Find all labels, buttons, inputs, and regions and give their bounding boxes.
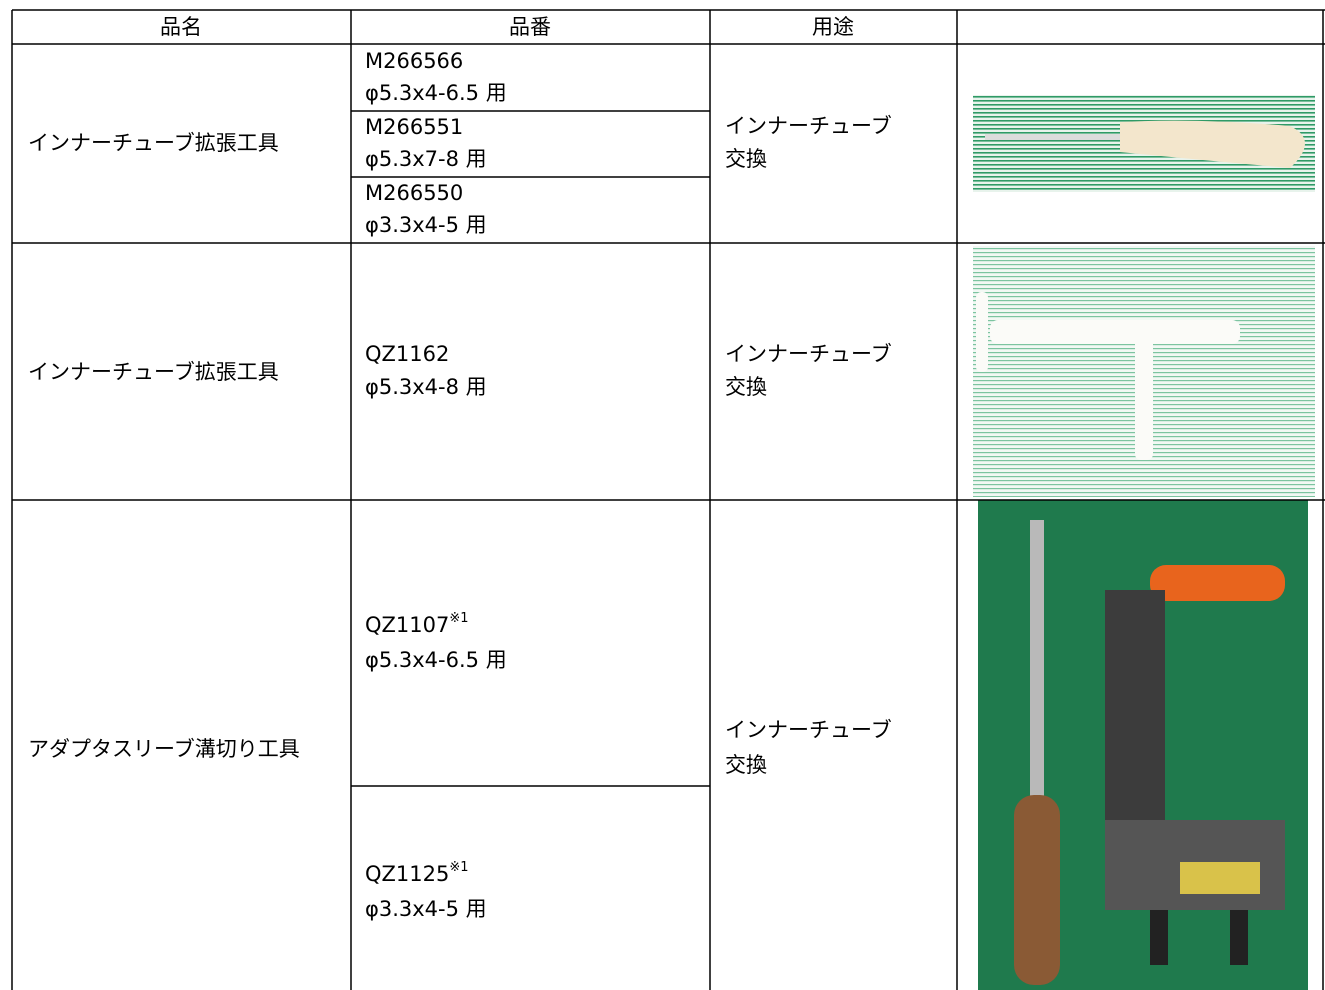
item-name: インナーチューブ拡張工具 bbox=[28, 360, 279, 384]
header: 品名 bbox=[160, 15, 202, 39]
part-code: M266551 bbox=[365, 115, 463, 139]
tool-knob bbox=[976, 292, 988, 372]
lever-grip bbox=[1150, 565, 1285, 601]
use: インナーチューブ bbox=[725, 114, 892, 138]
file-handle bbox=[1014, 795, 1060, 985]
use: 交換 bbox=[725, 375, 767, 399]
tool-body bbox=[990, 320, 1240, 344]
part-code: M266550 bbox=[365, 181, 463, 205]
table-text: 品名 品番 用途 インナーチューブ拡張工具 M266566 φ5.3x4-6.5… bbox=[28, 15, 892, 921]
part-size: φ5.3x4-6.5 用 bbox=[365, 648, 507, 672]
photos bbox=[973, 95, 1315, 990]
header: 用途 bbox=[812, 15, 854, 39]
part-code: QZ1162 bbox=[365, 342, 449, 366]
tool-frame bbox=[1105, 590, 1165, 860]
part-code: QZ1107 bbox=[365, 613, 449, 637]
part-size: φ5.3x7-8 用 bbox=[365, 147, 487, 171]
use: 交換 bbox=[725, 147, 767, 171]
part-code: M266566 bbox=[365, 49, 463, 73]
part-size: φ3.3x4-5 用 bbox=[365, 897, 487, 921]
use: 交換 bbox=[725, 753, 767, 777]
footnote-mark: ※1 bbox=[449, 611, 468, 626]
file-blade bbox=[1030, 520, 1044, 800]
tool-shaft bbox=[985, 134, 1125, 140]
part-size: φ3.3x4-5 用 bbox=[365, 213, 487, 237]
item-name: アダプタスリーブ溝切り工具 bbox=[28, 737, 300, 761]
tool-handle bbox=[1135, 335, 1153, 460]
table-grid bbox=[11, 9, 1325, 990]
use: インナーチューブ bbox=[725, 718, 892, 742]
item-name: インナーチューブ拡張工具 bbox=[28, 131, 279, 155]
tool-handle bbox=[1120, 120, 1305, 168]
use: インナーチューブ bbox=[725, 342, 892, 366]
part-size: φ5.3x4-8 用 bbox=[365, 375, 487, 399]
tool-foot bbox=[1150, 910, 1168, 965]
part-code-line: QZ1107※1 bbox=[365, 611, 469, 638]
tool-foot bbox=[1230, 910, 1248, 965]
part-code: QZ1125 bbox=[365, 862, 449, 886]
part-code-line: QZ1125※1 bbox=[365, 860, 469, 887]
header: 品番 bbox=[509, 15, 551, 39]
part-size: φ5.3x4-6.5 用 bbox=[365, 81, 507, 105]
label-plate bbox=[1180, 862, 1260, 894]
footnote-mark: ※1 bbox=[449, 860, 468, 875]
